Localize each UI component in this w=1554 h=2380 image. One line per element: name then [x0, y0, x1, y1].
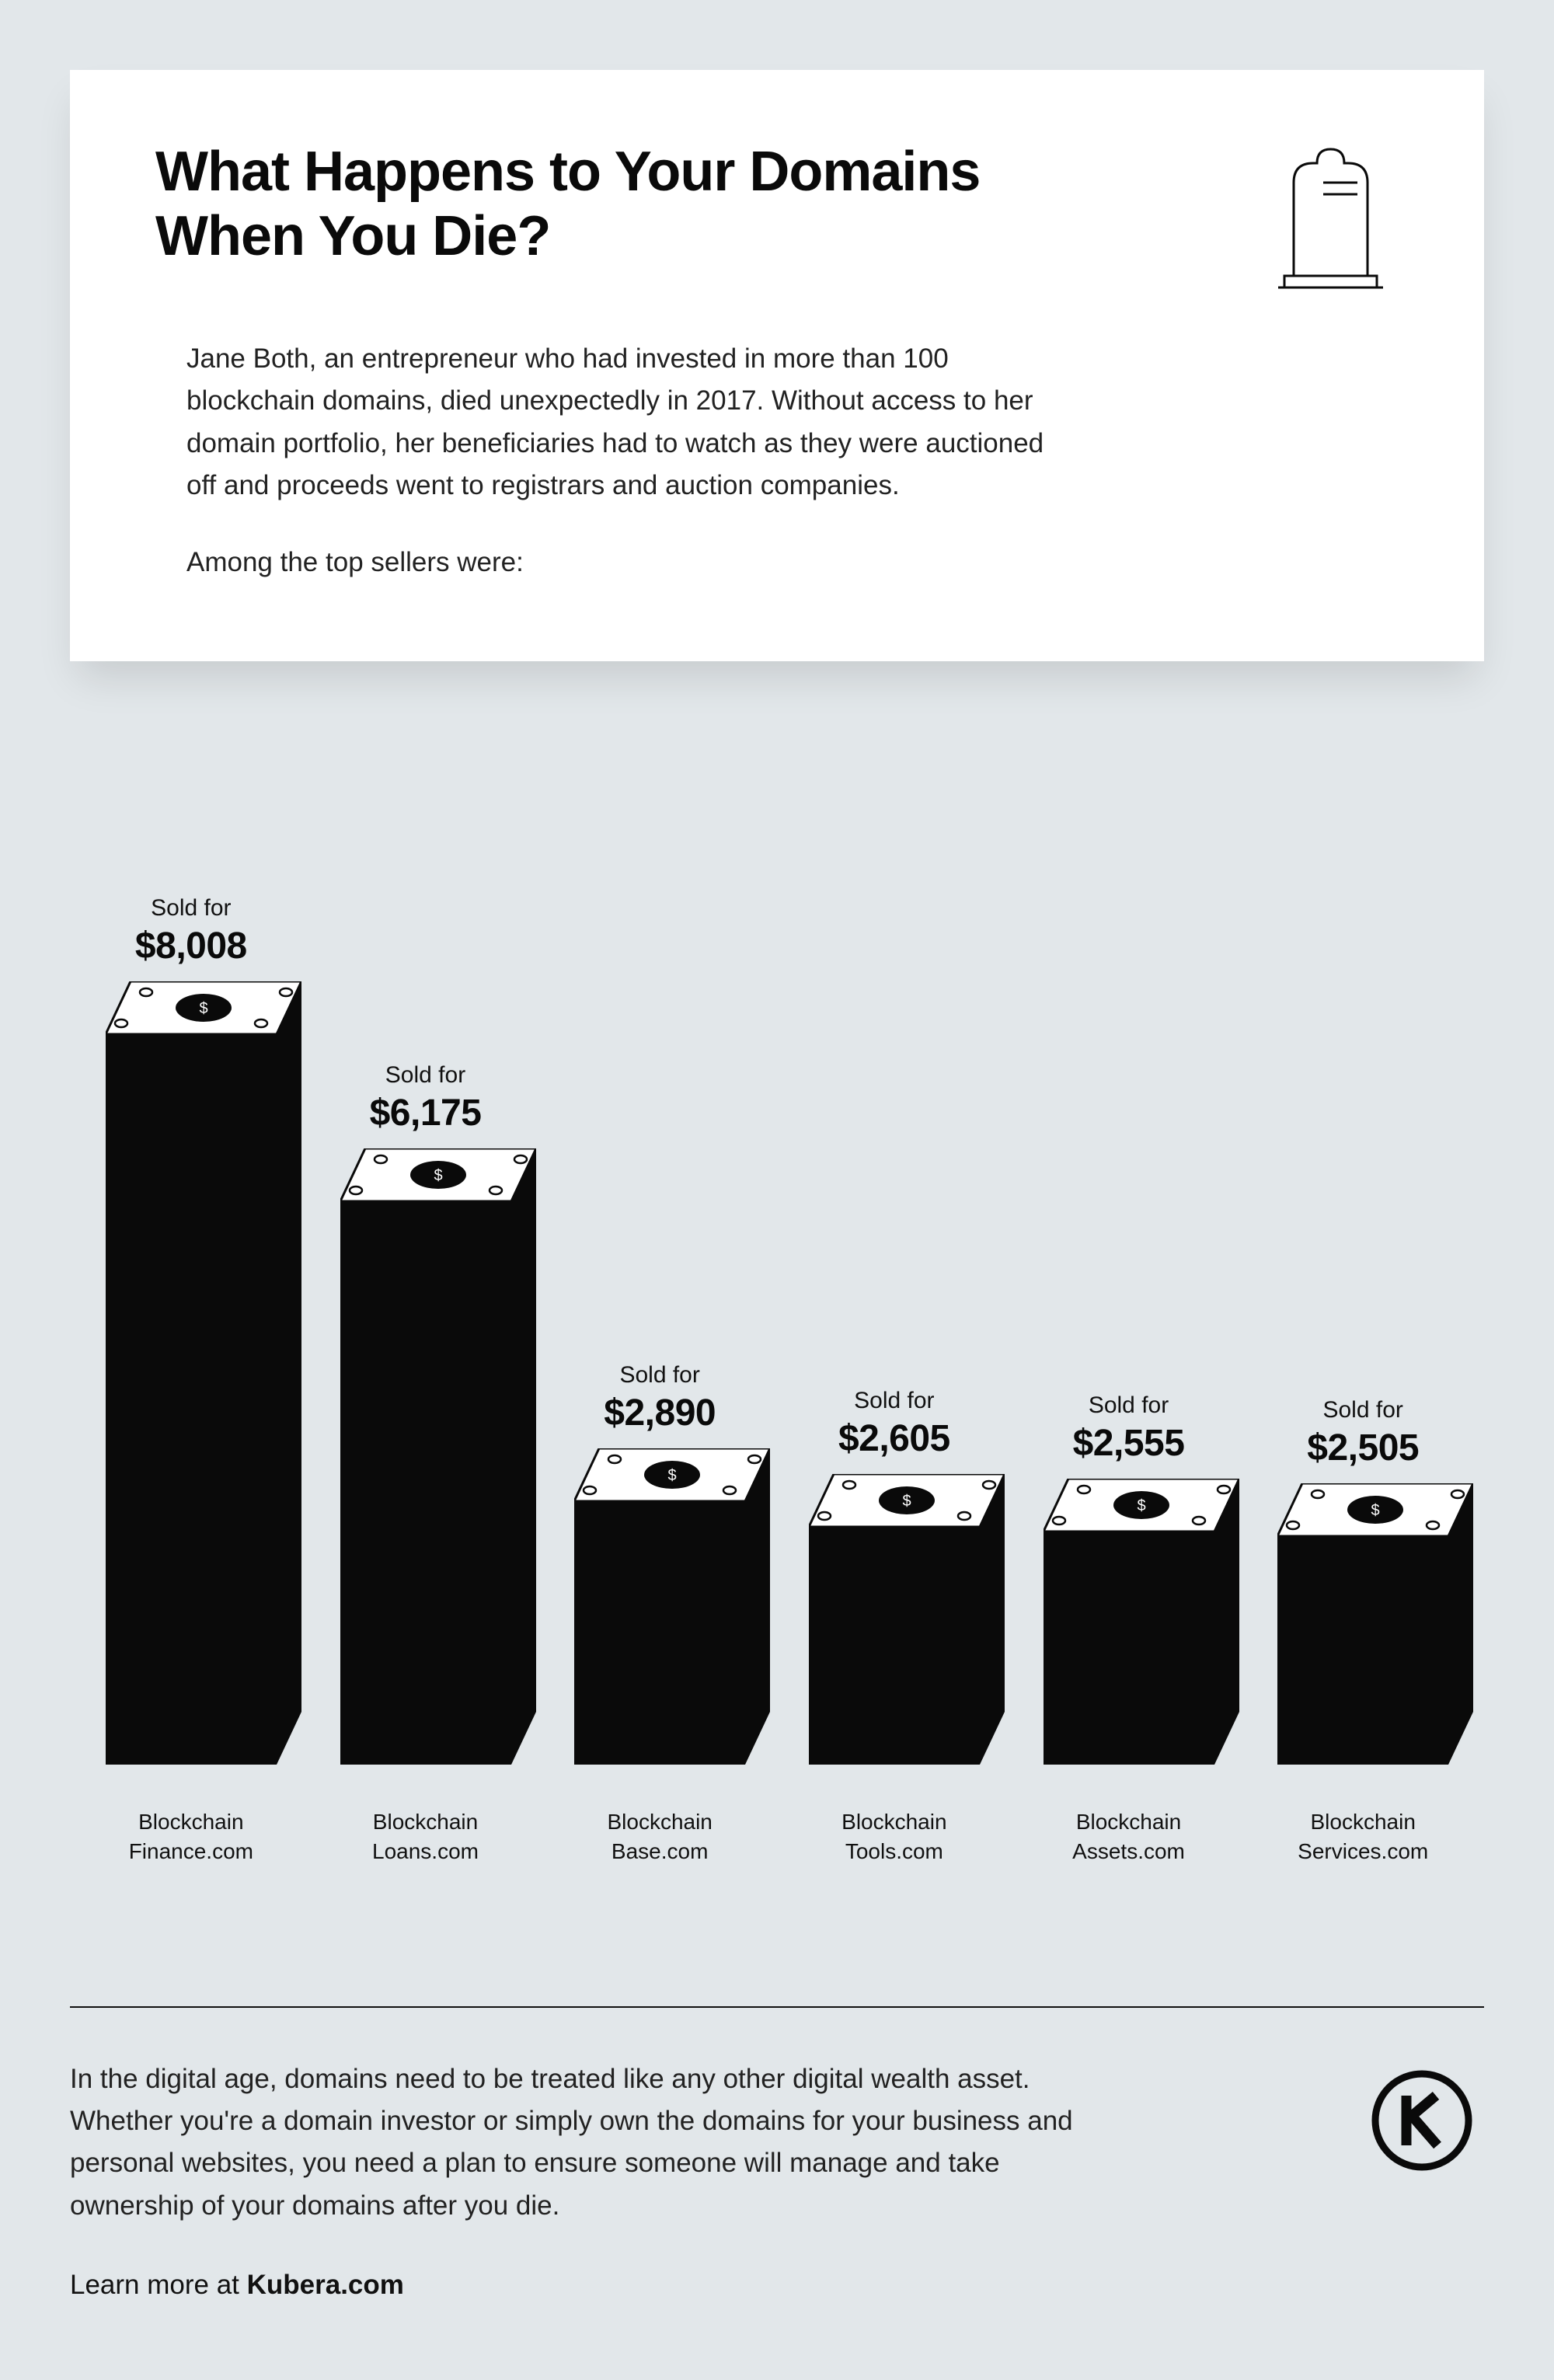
tombstone-icon [1270, 140, 1399, 295]
sold-for-label: Sold for [370, 1062, 482, 1089]
bar-front [1044, 1531, 1214, 1765]
bar-cap-icon: $ [340, 1148, 536, 1201]
chart-categories: BlockchainFinance.com BlockchainLoans.com… [70, 1807, 1484, 1866]
footer: In the digital age, domains need to be t… [70, 2058, 1484, 2301]
bar-cap-icon: $ [574, 1448, 770, 1501]
category-label: BlockchainLoans.com [320, 1807, 531, 1866]
page-title: What Happens to Your Domains When You Di… [155, 140, 1010, 269]
sold-for-label: Sold for [838, 1388, 950, 1414]
category-label: BlockchainFinance.com [85, 1807, 297, 1866]
bar-column: Sold for $2,505 $ [1257, 1397, 1469, 1765]
card-head: What Happens to Your Domains When You Di… [155, 140, 1399, 295]
category-label: BlockchainAssets.com [1023, 1807, 1235, 1866]
cta-prefix: Learn more at [70, 2270, 247, 2300]
bar-value-label: Sold for $2,605 [838, 1388, 950, 1460]
sold-for-label: Sold for [135, 895, 247, 922]
bar-front [809, 1527, 980, 1765]
bar-column: Sold for $2,605 $ [789, 1388, 1000, 1765]
bar-3d-wrap: $ [1277, 1483, 1448, 1765]
bar-side [1448, 1483, 1473, 1765]
bar-value-label: Sold for $2,555 [1073, 1392, 1185, 1465]
bar-3d-wrap: $ [1044, 1479, 1214, 1765]
bar-front [340, 1201, 511, 1765]
sold-for-label: Sold for [604, 1362, 716, 1389]
cta-brand: Kubera.com [247, 2270, 404, 2300]
price-label: $8,008 [135, 925, 247, 967]
bar-3d-wrap: $ [340, 1148, 511, 1765]
kubera-logo-icon [1368, 2058, 1484, 2179]
price-label: $6,175 [370, 1092, 482, 1134]
bar-3d-wrap: $ [809, 1474, 980, 1765]
footer-paragraph: In the digital age, domains need to be t… [70, 2058, 1119, 2227]
bar-side [1214, 1479, 1239, 1765]
svg-text:$: $ [199, 1000, 207, 1017]
card-body: Jane Both, an entrepreneur who had inves… [155, 338, 1399, 584]
chart-bars: Sold for $8,008 $ Sold for $6,175 $ Sold for $2… [70, 832, 1484, 1765]
bar-front [106, 1034, 277, 1765]
bar-value-label: Sold for $2,890 [604, 1362, 716, 1434]
bar-cap-icon: $ [106, 981, 301, 1034]
bar-cap-icon: $ [809, 1474, 1005, 1527]
svg-text:$: $ [1371, 1502, 1380, 1519]
bar-side [745, 1448, 770, 1765]
bar-column: Sold for $2,555 $ [1023, 1392, 1235, 1765]
bar-value-label: Sold for $2,505 [1307, 1397, 1419, 1469]
intro-lead: Among the top sellers were: [186, 542, 1399, 584]
bar-side [980, 1474, 1005, 1765]
svg-text:$: $ [434, 1167, 442, 1184]
bar-3d-wrap: $ [574, 1448, 745, 1765]
price-label: $2,605 [838, 1417, 950, 1460]
footer-cta: Learn more at Kubera.com [70, 2270, 1119, 2301]
category-label: BlockchainServices.com [1257, 1807, 1469, 1866]
bar-column: Sold for $6,175 $ [320, 1062, 531, 1765]
intro-paragraph: Jane Both, an entrepreneur who had inves… [186, 338, 1080, 507]
category-label: BlockchainBase.com [554, 1807, 765, 1866]
bar-3d-wrap: $ [106, 981, 277, 1765]
price-label: $2,890 [604, 1392, 716, 1434]
bar-side [511, 1148, 536, 1765]
price-label: $2,555 [1073, 1422, 1185, 1465]
bar-cap-icon: $ [1277, 1483, 1473, 1536]
bar-front [1277, 1536, 1448, 1765]
bar-value-label: Sold for $6,175 [370, 1062, 482, 1134]
bar-front [574, 1501, 745, 1765]
domain-sales-chart: Sold for $8,008 $ Sold for $6,175 $ Sold for $2… [70, 832, 1484, 1866]
sold-for-label: Sold for [1073, 1392, 1185, 1419]
bar-cap-icon: $ [1044, 1479, 1239, 1531]
price-label: $2,505 [1307, 1427, 1419, 1469]
bar-value-label: Sold for $8,008 [135, 895, 247, 967]
svg-text:$: $ [668, 1467, 677, 1484]
bar-side [277, 981, 301, 1765]
footer-divider [70, 2006, 1484, 2008]
svg-text:$: $ [1137, 1497, 1145, 1514]
header-card: What Happens to Your Domains When You Di… [70, 70, 1484, 661]
sold-for-label: Sold for [1307, 1397, 1419, 1423]
bar-column: Sold for $8,008 $ [85, 895, 297, 1765]
svg-text:$: $ [902, 1493, 911, 1510]
page: What Happens to Your Domains When You Di… [0, 0, 1554, 2380]
category-label: BlockchainTools.com [789, 1807, 1000, 1866]
footer-left: In the digital age, domains need to be t… [70, 2058, 1119, 2301]
bar-column: Sold for $2,890 $ [554, 1362, 765, 1765]
